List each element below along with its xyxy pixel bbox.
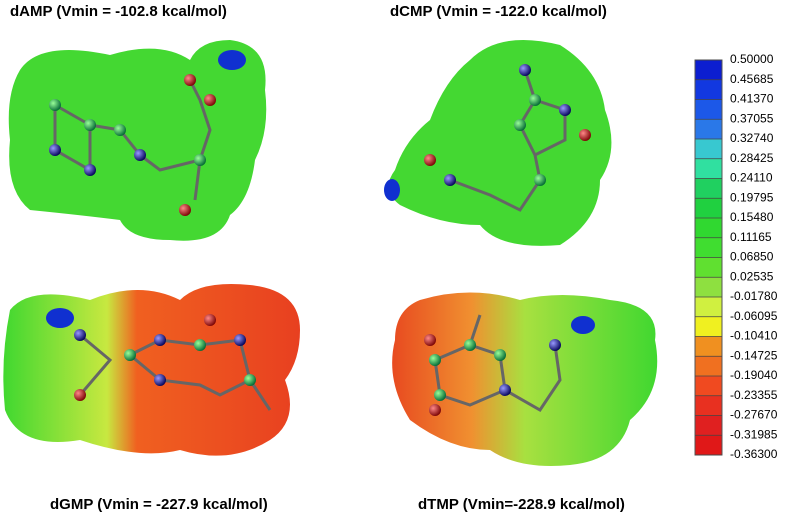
colorbar-label: 0.41370: [730, 92, 774, 106]
colorbar-label: 0.45685: [730, 72, 774, 86]
colorbar-label: 0.37055: [730, 111, 774, 125]
colorbar-segment: [695, 356, 722, 377]
dgmp-surface: [3, 284, 300, 456]
colorbar-label: 0.19795: [730, 190, 774, 204]
colorbar-segment: [695, 119, 722, 140]
colorbar-segment: [695, 79, 722, 100]
panel-title: dAMP (Vmin = -102.8 kcal/mol): [10, 3, 227, 20]
colorbar-label: -0.10410: [730, 329, 778, 343]
colorbar-segment: [695, 297, 722, 318]
colorbar-segment: [695, 139, 722, 160]
colorbar-label: 0.06850: [730, 250, 774, 264]
colorbar-label: -0.31985: [730, 427, 778, 441]
panel-title: dCMP (Vmin = -122.0 kcal/mol): [390, 3, 607, 20]
molecule-atoms: [49, 64, 591, 416]
colorbar-label: 0.24110: [730, 171, 773, 185]
colorbar-label: 0.32740: [730, 131, 774, 145]
colorbar-segment: [695, 99, 722, 120]
colorbar-segment: [695, 415, 722, 436]
colorbar-label: -0.27670: [730, 408, 778, 422]
panel-title: dGMP (Vmin = -227.9 kcal/mol): [50, 496, 268, 513]
colorbar-segment: [695, 316, 722, 337]
colorbar-label: -0.01780: [730, 289, 778, 303]
colorbar-label: -0.23355: [730, 388, 778, 402]
colorbar-segment: [695, 178, 722, 199]
damp-surface: [8, 40, 267, 241]
colorbar-label: -0.36300: [730, 447, 778, 461]
colorbar-segment: [695, 395, 722, 416]
colorbar-segment: [695, 277, 722, 298]
colorbar-segment: [695, 376, 722, 397]
colorbar-label: 0.50000: [730, 52, 774, 66]
panel-title: dTMP (Vmin=-228.9 kcal/mol): [418, 496, 625, 513]
colorbar-segment: [695, 60, 722, 81]
colorbar-label: -0.06095: [730, 309, 778, 323]
colorbar-segment: [695, 237, 722, 258]
colorbar-segment: [695, 198, 722, 219]
colorbar-label: 0.15480: [730, 210, 774, 224]
colorbar-label: 0.02535: [730, 269, 774, 283]
colorbar-segment: [695, 218, 722, 239]
dcmp-surface: [384, 40, 612, 246]
dtmp-surface: [392, 292, 658, 466]
colorbar-segment: [695, 435, 722, 456]
colorbar-label: -0.14725: [730, 348, 778, 362]
colorbar-segment: [695, 257, 722, 278]
colorbar-label: 0.28425: [730, 151, 774, 165]
colorbar-segment: [695, 158, 722, 179]
colorbar-segment: [695, 336, 722, 357]
colorbar-label: 0.11165: [730, 230, 772, 244]
colorbar-label: -0.19040: [730, 368, 778, 382]
colorbar: 0.50000 0.45685 0.41370 0.37055 0.32740 0.284…: [694, 52, 778, 461]
